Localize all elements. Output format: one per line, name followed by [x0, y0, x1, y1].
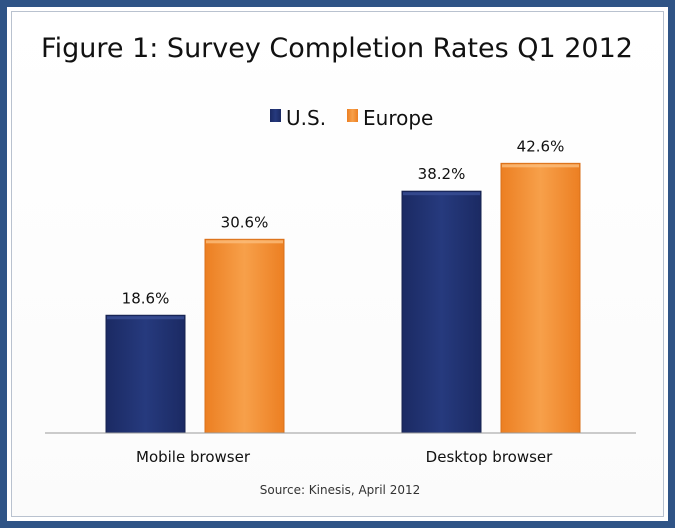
data-label-europe-desktop: 42.6% [517, 137, 565, 155]
bars-group [105, 162, 581, 434]
bar-us-mobile [105, 314, 186, 434]
data-label-europe-mobile: 30.6% [221, 213, 269, 231]
bar-europe-desktop [500, 162, 581, 434]
bar-highlight-europe-mobile [206, 240, 283, 244]
legend-label-europe: Europe [363, 106, 433, 130]
bar-highlight-us-mobile [107, 316, 184, 320]
bar-europe-mobile [204, 238, 285, 434]
legend-label-us: U.S. [286, 106, 326, 130]
legend-swatch-us [270, 109, 281, 122]
category-label-mobile: Mobile browser [136, 448, 251, 466]
data-label-us-mobile: 18.6% [122, 289, 170, 307]
chart-title: Figure 1: Survey Completion Rates Q1 201… [41, 33, 633, 64]
source-note: Source: Kinesis, April 2012 [260, 483, 421, 497]
legend: U.S. Europe [270, 106, 433, 130]
category-label-desktop: Desktop browser [426, 448, 553, 466]
bar-us-desktop [401, 190, 482, 434]
data-label-us-desktop: 38.2% [418, 165, 466, 183]
data-labels-group: 18.6% 30.6% 38.2% 42.6% [122, 137, 565, 307]
legend-swatch-europe [347, 109, 358, 122]
bar-highlight-europe-desktop [502, 164, 579, 168]
bar-highlight-us-desktop [403, 192, 480, 196]
